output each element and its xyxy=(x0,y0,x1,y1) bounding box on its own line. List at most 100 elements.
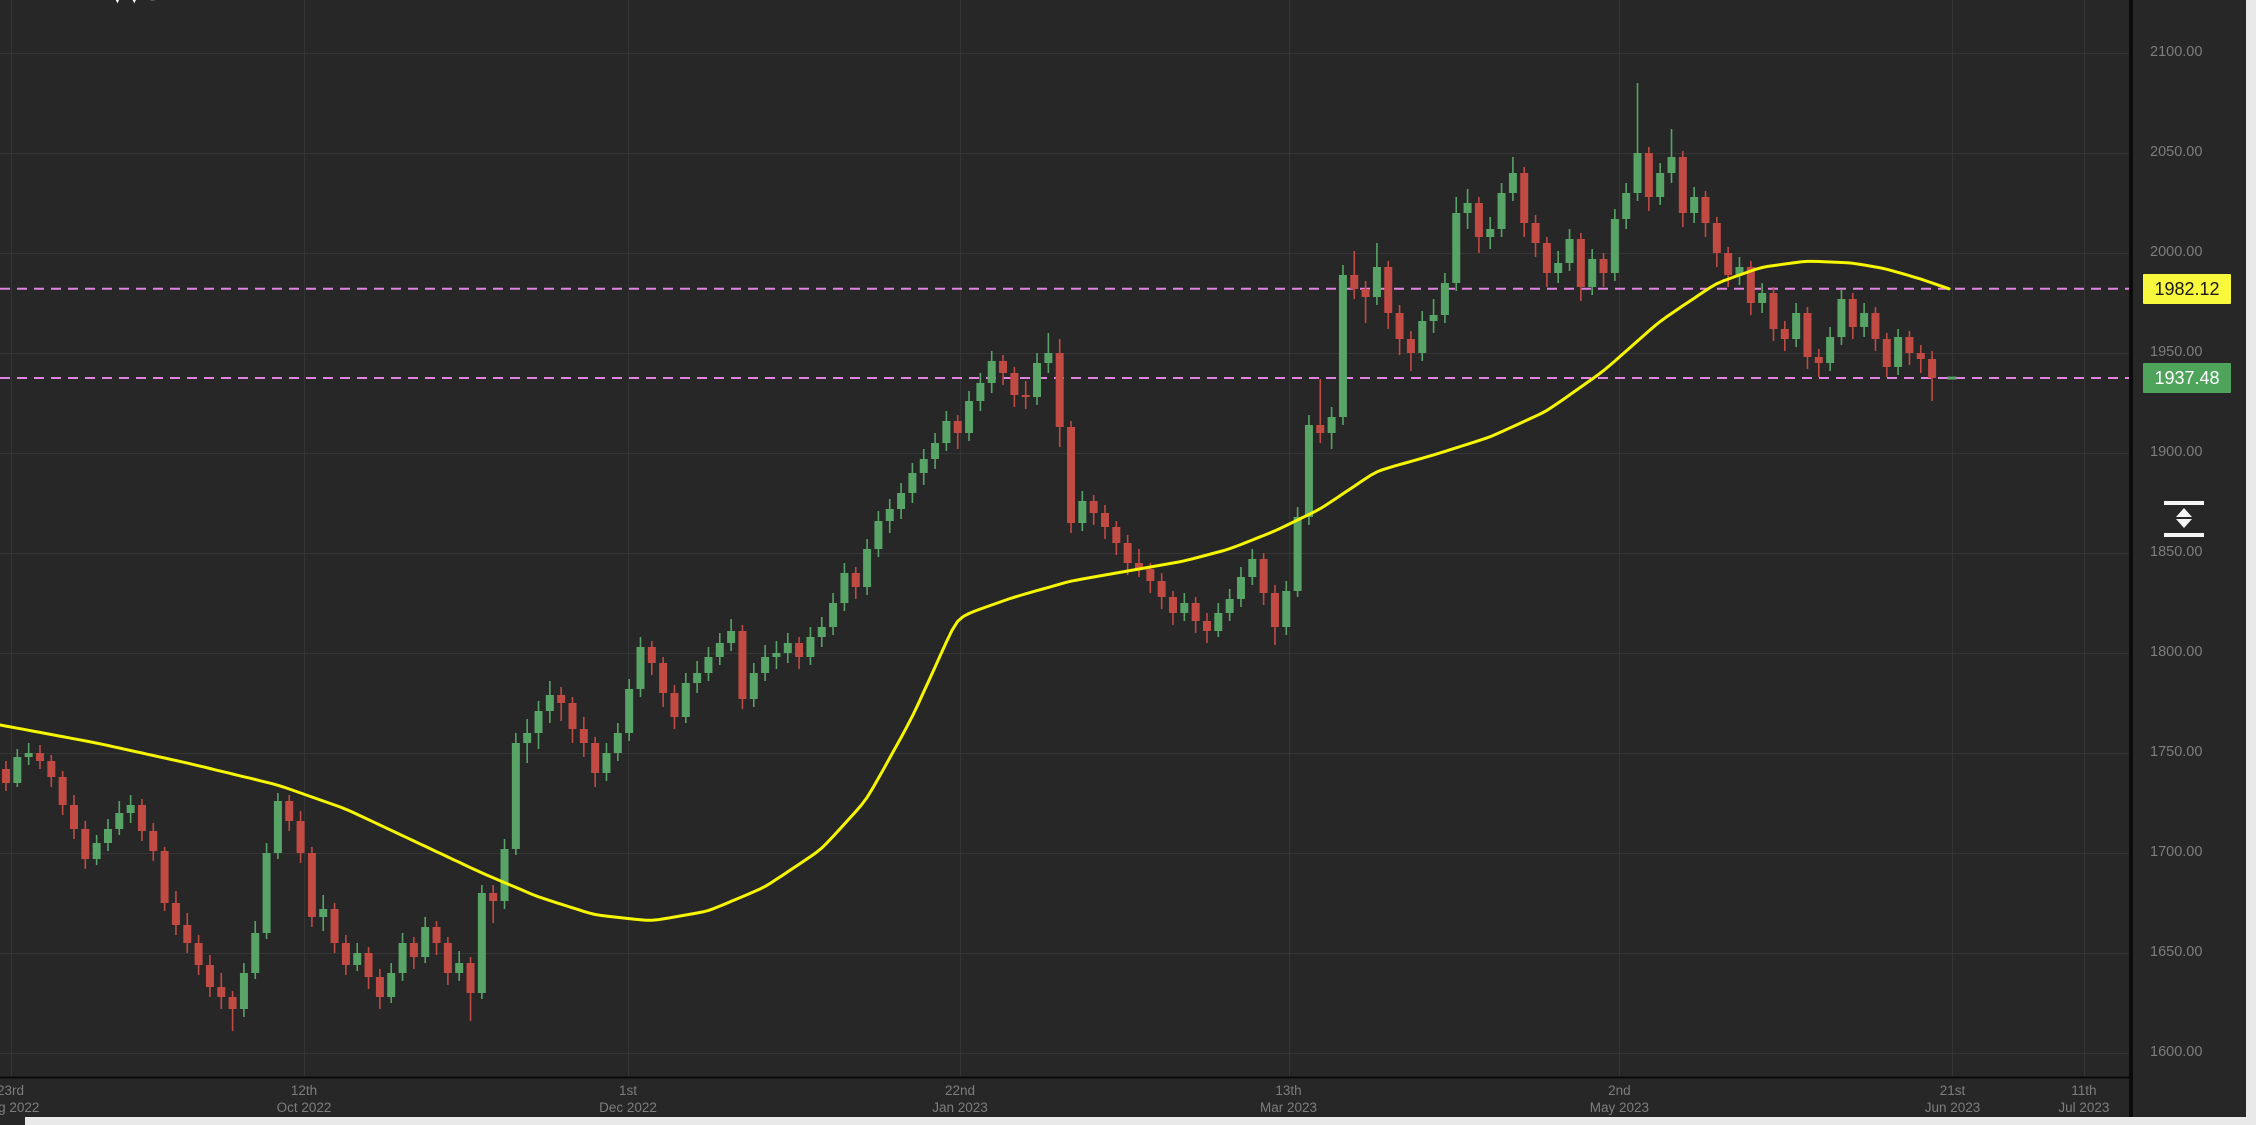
price-axis-tick: 1650.00 xyxy=(2150,944,2203,960)
candle-body xyxy=(1792,313,1801,339)
candle-body xyxy=(976,383,985,401)
candle-body xyxy=(307,853,316,917)
candle-body xyxy=(1418,321,1427,353)
horizontal-scrollbar[interactable] xyxy=(25,1117,2256,1125)
candle-body xyxy=(545,695,554,711)
candle-body xyxy=(1248,559,1257,577)
candle-body xyxy=(919,459,928,473)
candle-body xyxy=(341,943,350,965)
candle-body xyxy=(1055,353,1064,427)
candle-body xyxy=(1033,363,1042,397)
candle-body xyxy=(489,893,498,901)
candle-body xyxy=(1327,417,1336,433)
candle-body xyxy=(1225,599,1234,613)
arrow-down-icon xyxy=(2176,519,2192,528)
moving-average-line[interactable] xyxy=(0,259,1951,922)
time-tick-day: 21st xyxy=(1939,1083,1966,1098)
candle-body xyxy=(942,421,951,443)
last-price-label[interactable]: 1937.48 xyxy=(2143,363,2231,394)
candle-body xyxy=(409,943,418,957)
time-axis-tick: 22nd Jan 2023 xyxy=(932,1082,988,1116)
candle-body xyxy=(47,761,56,777)
candle-body xyxy=(81,829,90,859)
candle-body xyxy=(375,977,384,997)
candle-body xyxy=(1508,173,1517,193)
candle-body xyxy=(92,843,101,859)
candle-body xyxy=(58,777,67,805)
time-tick-day: 22nd xyxy=(944,1083,975,1098)
candle-body xyxy=(647,647,656,663)
time-tick-month-year: Aug 2022 xyxy=(0,1100,40,1115)
candle-body xyxy=(398,943,407,973)
candle-body xyxy=(670,693,679,717)
price-axis-tick: 1800.00 xyxy=(2150,644,2203,660)
candle-body xyxy=(829,603,838,627)
candle-body xyxy=(160,851,169,903)
price-axis-tick: 1600.00 xyxy=(2150,1044,2203,1060)
candle-body xyxy=(1180,603,1189,613)
candle-body xyxy=(228,997,237,1009)
candle-body xyxy=(1803,313,1812,357)
candle-body xyxy=(1837,299,1846,337)
candle-body xyxy=(511,743,520,849)
candle-body xyxy=(659,663,668,693)
candle-body xyxy=(1724,253,1733,275)
candle-body xyxy=(319,909,328,917)
candle-body xyxy=(761,657,770,673)
clipped-watermark-glyphs: ▼▼ ▪ xyxy=(110,0,190,6)
time-axis-tick: 11th Jul 2023 xyxy=(2058,1082,2109,1116)
candle-body xyxy=(1123,543,1132,563)
candle-body xyxy=(908,473,917,493)
candle-body xyxy=(693,673,702,683)
vertical-scrollbar[interactable] xyxy=(2246,0,2256,1125)
candle-body xyxy=(1814,357,1823,363)
candle-body xyxy=(1701,197,1710,223)
candle-body xyxy=(69,805,78,829)
candle-body xyxy=(625,689,634,733)
candle-body xyxy=(1610,219,1619,273)
candle-body xyxy=(1542,243,1551,273)
candle-body xyxy=(1871,313,1880,339)
candle-body xyxy=(1361,289,1370,297)
price-axis-tick: 1950.00 xyxy=(2150,344,2203,360)
candle-body xyxy=(1576,239,1585,287)
candle-body xyxy=(613,733,622,753)
candle-body xyxy=(681,683,690,717)
candle-body xyxy=(568,703,577,729)
time-tick-month-year: Jul 2023 xyxy=(2058,1100,2110,1115)
scale-adjust-icon[interactable] xyxy=(2164,501,2204,537)
last-price-tick xyxy=(1947,376,1957,380)
candle-body xyxy=(897,493,906,509)
candle-body xyxy=(1089,501,1098,513)
candle-body xyxy=(1622,193,1631,219)
time-axis-tick: 23rd Aug 2022 xyxy=(0,1082,39,1116)
candle-body xyxy=(500,849,509,901)
candle-body xyxy=(1338,275,1347,417)
candle-body xyxy=(1882,339,1891,367)
time-axis[interactable]: 23rd Aug 2022 12th Oct 2022 1st Dec 2022 22nd J… xyxy=(0,1079,2131,1117)
candle-body xyxy=(885,509,894,521)
price-axis-tick: 2000.00 xyxy=(2150,244,2203,260)
price-axis[interactable]: 1982.12 1937.48 2100.00 2050.00 2000.00 195… xyxy=(2131,0,2246,1117)
candle-body xyxy=(364,953,373,977)
candle-body xyxy=(1520,173,1529,223)
time-tick-month-year: Mar 2023 xyxy=(1260,1100,1318,1115)
candle-body xyxy=(1146,569,1155,581)
price-axis-tick: 1850.00 xyxy=(2150,544,2203,560)
candle-body xyxy=(1463,203,1472,213)
candle-body xyxy=(262,853,271,933)
candle-body xyxy=(330,909,339,943)
candle-body xyxy=(1758,293,1767,303)
candle-body xyxy=(387,973,396,997)
candle-body xyxy=(1780,329,1789,339)
candle-body xyxy=(285,801,294,821)
candle-body xyxy=(1599,259,1608,273)
candle-body xyxy=(194,943,203,965)
candle-body xyxy=(477,893,486,993)
candle-body xyxy=(931,443,940,459)
ma-price-label[interactable]: 1982.12 xyxy=(2143,273,2231,304)
time-tick-month-year: May 2023 xyxy=(1589,1100,1650,1115)
time-tick-day: 13th xyxy=(1275,1083,1302,1098)
candle-body xyxy=(2,769,10,783)
